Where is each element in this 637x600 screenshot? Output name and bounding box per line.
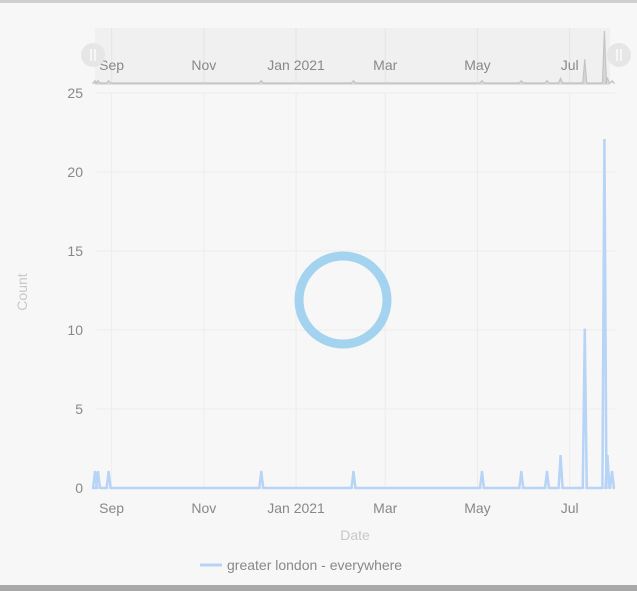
y-tick-label: 15 xyxy=(67,243,83,259)
y-tick-label: 0 xyxy=(75,480,83,496)
series-lines xyxy=(91,138,616,490)
data-point xyxy=(605,454,609,458)
top-border xyxy=(0,0,637,3)
y-tick-label: 20 xyxy=(67,164,83,180)
data-point xyxy=(480,470,484,474)
navigator-left-handle[interactable] xyxy=(81,43,105,67)
navigator-x-ticks: Sep Nov Jan 2021 Mar May Jul xyxy=(99,57,578,73)
grid-lines xyxy=(95,92,615,489)
navigator-x-tick-label: Jan 2021 xyxy=(267,57,325,73)
legend-label[interactable]: greater london - everywhere xyxy=(227,557,402,573)
y-tick-label: 5 xyxy=(75,401,83,417)
x-tick-label: Jul xyxy=(561,500,579,516)
navigator[interactable]: Sep Nov Jan 2021 Mar May Jul xyxy=(81,28,631,85)
navigator-series xyxy=(91,30,615,84)
legend[interactable]: greater london - everywhere xyxy=(200,557,402,573)
x-axis-title: Date xyxy=(340,527,370,543)
data-point xyxy=(96,470,100,474)
navigator-series-line xyxy=(91,30,615,84)
data-point xyxy=(583,328,587,332)
y-tick-label: 25 xyxy=(67,85,83,101)
data-point xyxy=(93,470,97,474)
x-tick-label: Mar xyxy=(373,500,397,516)
y-tick-label: 10 xyxy=(67,322,83,338)
navigator-x-tick-label: Mar xyxy=(373,57,397,73)
navigator-grid xyxy=(111,28,571,84)
data-point xyxy=(545,470,549,474)
data-point xyxy=(107,470,111,474)
y-axis-ticks: 0 5 10 15 20 25 xyxy=(67,85,83,496)
x-tick-label: Nov xyxy=(191,500,216,516)
x-tick-label: May xyxy=(464,500,490,516)
x-tick-label: Jan 2021 xyxy=(267,500,325,516)
data-point xyxy=(602,138,606,142)
data-point xyxy=(351,470,355,474)
data-point xyxy=(519,470,523,474)
data-point xyxy=(559,454,563,458)
series-line xyxy=(91,139,616,490)
navigator-x-tick-label: Jul xyxy=(561,57,579,73)
navigator-right-handle[interactable] xyxy=(607,43,631,67)
navigator-x-tick-label: Nov xyxy=(191,57,216,73)
x-axis-ticks: Sep Nov Jan 2021 Mar May Jul xyxy=(99,500,578,516)
navigator-x-tick-label: May xyxy=(464,57,490,73)
y-axis-title: Count xyxy=(14,273,30,310)
x-tick-label: Sep xyxy=(99,500,124,516)
navigator-x-tick-label: Sep xyxy=(99,57,124,73)
bottom-border xyxy=(0,585,637,600)
loading-spinner xyxy=(294,251,392,349)
data-point xyxy=(259,470,263,474)
data-point xyxy=(610,470,614,474)
navigator-background xyxy=(95,28,610,84)
